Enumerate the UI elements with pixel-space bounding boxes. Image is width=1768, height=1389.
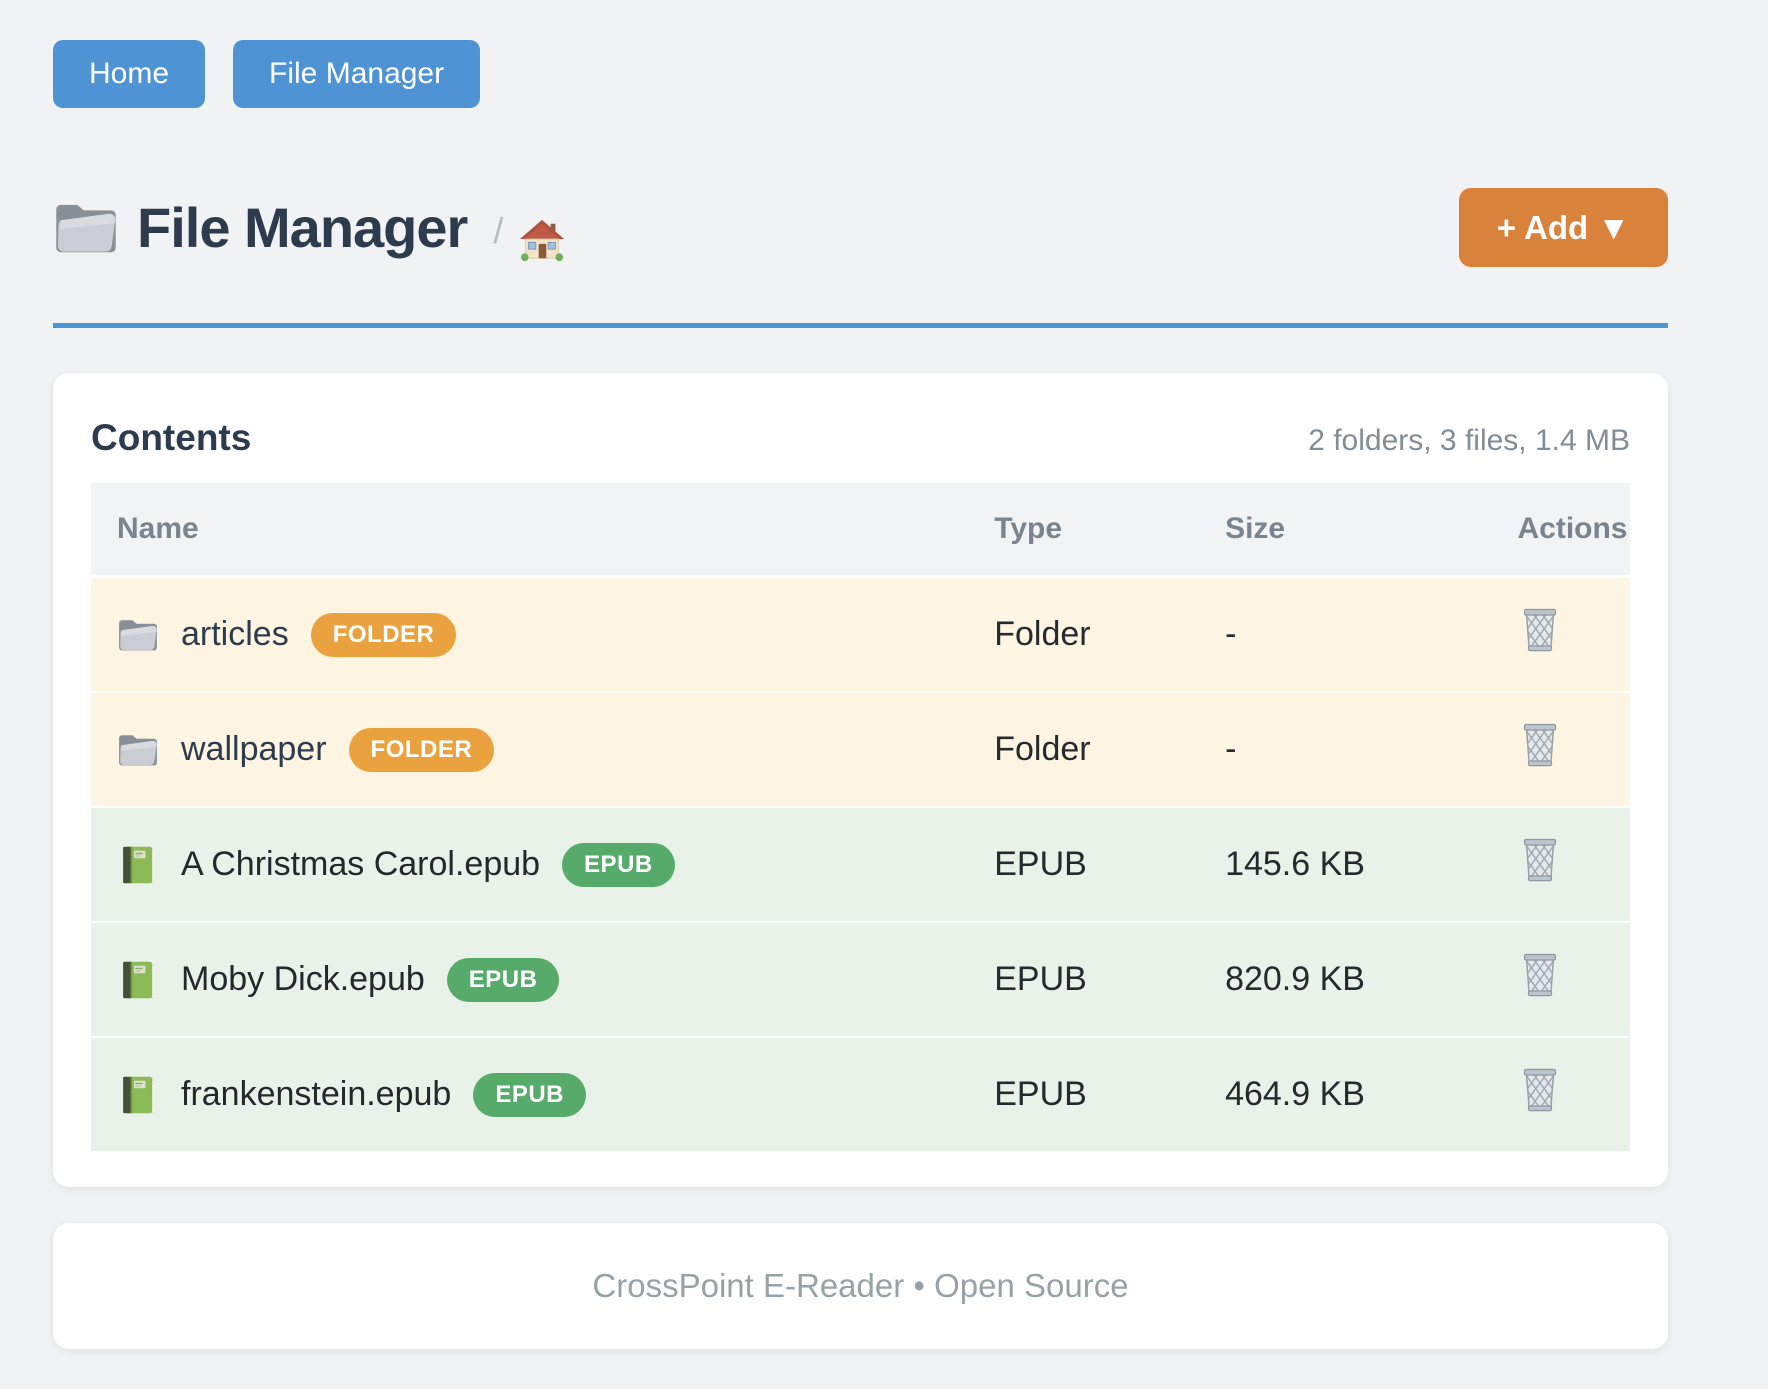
green-book-icon — [117, 959, 159, 1001]
folder-icon — [117, 614, 159, 656]
folder-icon — [117, 729, 159, 771]
table-row: A Christmas Carol.epub EPUB EPUB 145.6 K… — [91, 807, 1630, 923]
item-name[interactable]: wallpaper — [181, 730, 327, 768]
delete-button[interactable] — [1517, 1065, 1563, 1115]
type-cell: Folder — [968, 692, 1200, 808]
folder-icon — [53, 199, 119, 257]
size-cell: - — [1199, 692, 1492, 808]
add-button[interactable]: + Add ▼ — [1458, 188, 1668, 267]
type-badge: EPUB — [446, 957, 560, 1002]
delete-button[interactable] — [1517, 835, 1563, 885]
page-header: File Manager / + Add ▼ — [53, 188, 1668, 267]
type-badge: FOLDER — [348, 727, 495, 772]
green-book-icon — [117, 1074, 159, 1116]
table-row: wallpaper FOLDER Folder - — [91, 692, 1630, 808]
column-header-name: Name — [91, 483, 969, 578]
item-name[interactable]: articles — [181, 615, 289, 653]
type-cell: Folder — [968, 576, 1200, 693]
item-name[interactable]: A Christmas Carol.epub — [181, 845, 541, 883]
contents-table-body: articles FOLDER Folder - — [91, 576, 1630, 1153]
breadcrumb-separator: / — [493, 209, 504, 251]
delete-button[interactable] — [1517, 605, 1563, 655]
contents-card-header: Contents 2 folders, 3 files, 1.4 MB — [91, 417, 1630, 459]
trash-icon — [1517, 1065, 1563, 1115]
trash-icon — [1517, 950, 1563, 1000]
top-nav: Home File Manager — [53, 40, 1668, 108]
trash-icon — [1517, 720, 1563, 770]
footer-card: CrossPoint E-Reader • Open Source — [53, 1223, 1668, 1349]
type-cell: EPUB — [968, 807, 1200, 923]
delete-button[interactable] — [1517, 950, 1563, 1000]
size-cell: 820.9 KB — [1199, 922, 1492, 1038]
column-header-size: Size — [1199, 483, 1492, 578]
contents-heading: Contents — [91, 417, 252, 458]
table-header-row: Name Type Size Actions — [91, 483, 1630, 578]
title-divider — [53, 323, 1668, 328]
size-cell: 464.9 KB — [1199, 1037, 1492, 1153]
type-badge: FOLDER — [310, 612, 457, 657]
trash-icon — [1517, 835, 1563, 885]
trash-icon — [1517, 605, 1563, 655]
nav-file-manager-button[interactable]: File Manager — [233, 40, 481, 108]
table-row: articles FOLDER Folder - — [91, 576, 1630, 693]
green-book-icon — [117, 844, 159, 886]
column-header-type: Type — [968, 483, 1200, 578]
type-badge: EPUB — [562, 842, 675, 887]
table-row: frankenstein.epub EPUB EPUB 464.9 KB — [91, 1037, 1630, 1153]
item-name[interactable]: Moby Dick.epub — [181, 960, 425, 998]
delete-button[interactable] — [1517, 720, 1563, 770]
table-row: Moby Dick.epub EPUB EPUB 820.9 KB — [91, 922, 1630, 1038]
house-icon[interactable] — [519, 210, 565, 261]
type-badge: EPUB — [473, 1072, 586, 1117]
contents-card: Contents 2 folders, 3 files, 1.4 MB Name… — [53, 373, 1668, 1187]
type-cell: EPUB — [968, 922, 1200, 1038]
size-cell: 145.6 KB — [1199, 807, 1492, 923]
item-name[interactable]: frankenstein.epub — [181, 1075, 452, 1113]
size-cell: - — [1199, 576, 1492, 693]
contents-summary: 2 folders, 3 files, 1.4 MB — [1308, 424, 1630, 457]
column-header-actions: Actions — [1491, 483, 1630, 578]
page-title: File Manager — [137, 196, 468, 259]
title-group: File Manager / — [53, 195, 565, 261]
type-cell: EPUB — [968, 1037, 1200, 1153]
footer-text: CrossPoint E-Reader • Open Source — [592, 1267, 1129, 1304]
nav-home-button[interactable]: Home — [53, 40, 206, 108]
files-table: Name Type Size Actions — [91, 483, 1630, 1153]
